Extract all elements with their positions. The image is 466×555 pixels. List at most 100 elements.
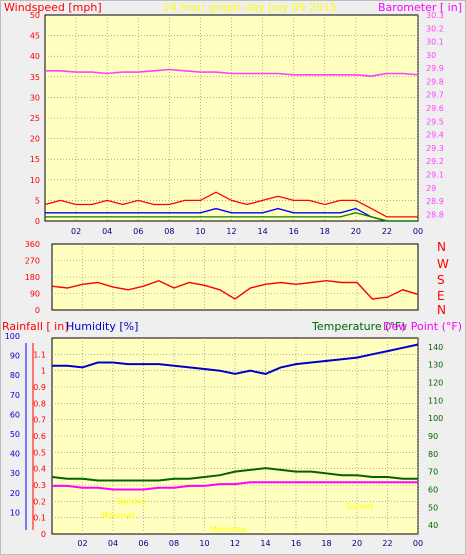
temperature-line: [51, 467, 418, 482]
rainfall-tick-label: 0.4: [33, 465, 46, 474]
wind-low-line: [45, 212, 418, 222]
humidity-tick-label: 10: [10, 508, 20, 517]
temperature-tick-label: 40: [428, 521, 438, 530]
barometer-tick-label: 29.5: [426, 117, 444, 126]
barometer-tick-label: 28.9: [426, 197, 444, 206]
climate-x-tick-label: 04: [108, 539, 118, 548]
direction-tick-label: 0: [35, 306, 40, 315]
windspeed-tick-label: 0: [35, 217, 40, 226]
wind-axis-ticks: 02 04 06 08 10 12 14 16 18 20 22 000510152025303540…: [30, 11, 444, 236]
humidity-tick-label: 90: [10, 352, 20, 361]
wind-x-tick-label: 14: [257, 227, 267, 236]
chart-title: 24 hour graph day July 09 2015: [163, 1, 337, 14]
rainfall-tick-label: 0.1: [33, 514, 46, 523]
temperature-tick-label: 110: [428, 396, 443, 405]
barometer-tick-label: 29.1: [426, 170, 444, 179]
windspeed-tick-label: 25: [30, 114, 40, 123]
wind-x-tick-label: 08: [164, 227, 174, 236]
direction-axis-ticks: 0 90 180 270 360: [25, 240, 40, 315]
barometer-tick-label: 29.2: [426, 157, 444, 166]
windspeed-tick-label: 5: [35, 196, 40, 205]
barometer-axis-title: Barometer [ in]: [378, 1, 462, 14]
barometer-tick-label: 29.6: [426, 104, 444, 113]
temperature-tick-label: 60: [428, 485, 438, 494]
temperature-tick-label: 100: [428, 414, 443, 423]
windspeed-tick-label: 40: [30, 52, 40, 61]
direction-letter-n-top: N: [437, 240, 446, 254]
barometer-tick-label: 30.3: [426, 11, 444, 20]
wind-x-tick-label: 22: [382, 227, 392, 236]
humidity-tick-label: 70: [10, 391, 20, 400]
direction-letter-s: S: [437, 273, 445, 287]
climate-x-tick-label: 22: [382, 539, 392, 548]
barometer-tick-label: 29.8: [426, 77, 444, 86]
barometer-tick-label: 29.4: [426, 131, 444, 140]
rainfall-tick-label: 1.1: [33, 350, 46, 359]
temperature-tick-label: 90: [428, 432, 438, 441]
wind-x-tick-label: 12: [226, 227, 236, 236]
rainfall-tick-label: 1: [41, 367, 46, 376]
barometer-tick-label: 30.2: [426, 24, 444, 33]
direction-tick-label: 180: [25, 273, 40, 282]
rainfall-tick-label: 0.3: [33, 481, 46, 490]
temperature-tick-label: 70: [428, 468, 438, 477]
humidity-tick-label: 100: [5, 332, 20, 341]
windspeed-tick-label: 50: [30, 11, 40, 20]
rainfall-tick-label: 0: [41, 530, 46, 539]
sunset-annotation: Sunset: [346, 502, 373, 511]
direction-tick-label: 270: [25, 257, 40, 266]
wind-x-tick-label: 06: [133, 227, 143, 236]
wind-x-tick-label: 10: [195, 227, 205, 236]
wind-x-tick-label: 20: [351, 227, 361, 236]
temperature-tick-label: 120: [428, 379, 443, 388]
windspeed-tick-label: 45: [30, 32, 40, 41]
climate-series: [51, 343, 419, 491]
climate-x-tick-label: 10: [199, 539, 209, 548]
climate-x-tick-label: 00: [413, 539, 423, 548]
barometer-tick-label: 29.9: [426, 64, 444, 73]
direction-series: [51, 279, 419, 300]
humidity-tick-label: 50: [10, 430, 20, 439]
climate-x-tick-label: 08: [169, 539, 179, 548]
climate-x-tick-label: 16: [291, 539, 301, 548]
rainfall-tick-label: 0.2: [33, 497, 46, 506]
wind-x-tick-label: 02: [71, 227, 81, 236]
humidity-tick-label: 40: [10, 450, 20, 459]
dewpoint-line: [52, 481, 418, 491]
climate-axis-ticks: 02 04 06 08 10 12 14 16 18 20 22 0000.10.20.30.40.5…: [5, 332, 444, 548]
direction-letter-w: W: [437, 257, 449, 271]
direction-letter-e: E: [437, 289, 445, 303]
wind-average-line: [45, 207, 418, 222]
temperature-axis-title: Temperature (°F): [311, 320, 406, 333]
rainfall-tick-label: 0.5: [33, 448, 46, 457]
wind-direction-line: [51, 279, 419, 300]
rainfall-axis-title: Rainfall [ in]: [2, 320, 69, 333]
climate-x-tick-label: 14: [260, 539, 270, 548]
temperature-tick-label: 140: [428, 343, 443, 352]
barometer-tick-label: 28.8: [426, 210, 444, 219]
rainfall-tick-label: 0.6: [33, 432, 46, 441]
climate-x-tick-label: 06: [138, 539, 148, 548]
direction-tick-label: 360: [25, 240, 40, 249]
windspeed-tick-label: 30: [30, 93, 40, 102]
direction-letter-n-bottom: N: [437, 303, 446, 317]
rainfall-tick-label: 0.7: [33, 416, 46, 425]
climate-x-tick-label: 20: [352, 539, 362, 548]
wind-grid: [45, 15, 419, 221]
temperature-tick-label: 80: [428, 450, 438, 459]
wind-x-tick-label: 16: [289, 227, 299, 236]
dewpoint-axis-title: Dew Point (°F): [383, 320, 462, 333]
rainfall-tick-label: 0.9: [33, 383, 46, 392]
humidity-tick-label: 60: [10, 410, 20, 419]
wind-series: [44, 68, 419, 222]
humidity-tick-label: 20: [10, 489, 20, 498]
rainfall-tick-label: 0.8: [33, 399, 46, 408]
humidity-tick-label: 30: [10, 469, 20, 478]
humidity-line: [52, 343, 419, 375]
climate-x-tick-label: 02: [77, 539, 87, 548]
humidity-tick-label: 80: [10, 371, 20, 380]
windspeed-tick-label: 10: [30, 176, 40, 185]
temperature-tick-label: 50: [428, 503, 438, 512]
windspeed-tick-label: 20: [30, 135, 40, 144]
